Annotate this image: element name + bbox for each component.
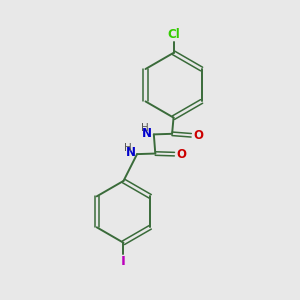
Text: O: O xyxy=(193,129,203,142)
Text: O: O xyxy=(176,148,187,160)
Text: N: N xyxy=(126,146,136,159)
Text: H: H xyxy=(124,142,131,153)
Text: Cl: Cl xyxy=(167,28,180,41)
Text: H: H xyxy=(140,123,148,133)
Text: I: I xyxy=(121,254,126,268)
Text: N: N xyxy=(142,127,152,140)
